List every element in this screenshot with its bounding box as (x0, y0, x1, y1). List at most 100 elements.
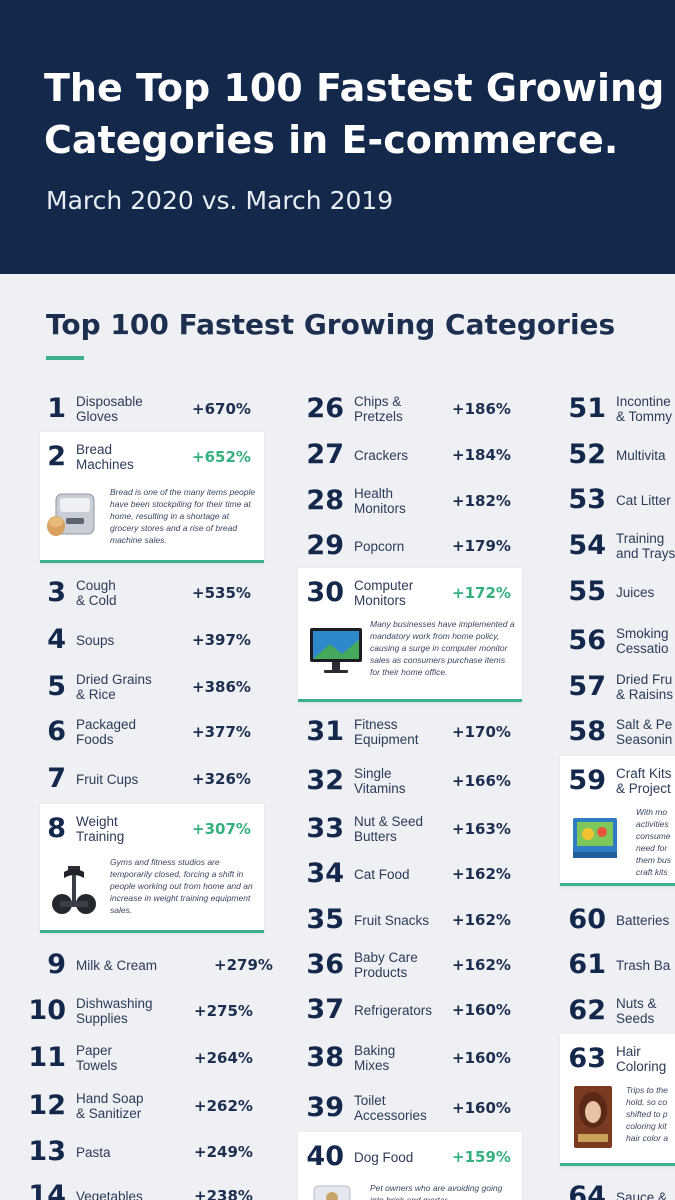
rank-number: 58 (568, 716, 606, 747)
list-item: 35 Fruit Snacks +162% (298, 901, 518, 939)
page-subtitle: March 2020 vs. March 2019 (46, 186, 394, 215)
rank-number: 61 (568, 949, 606, 980)
rank-number: 52 (568, 439, 606, 470)
list-item: 55 Juices (560, 573, 675, 611)
category-name: Baby Care Products (354, 950, 418, 980)
category-name: Cough & Cold (76, 578, 117, 608)
growth-percent: +159% (452, 1148, 511, 1166)
category-name: Fruit Snacks (354, 912, 430, 928)
category-name: Bread Machines (76, 442, 134, 472)
growth-percent: +264% (194, 1049, 253, 1067)
list-item: 5 Dried Grains & Rice +386% (20, 668, 260, 706)
category-name: Weight Training (76, 814, 125, 844)
rank-number: 59 (568, 765, 606, 796)
list-item: 3 Cough & Cold +535% (20, 574, 260, 612)
rank-number: 60 (568, 904, 606, 935)
rank-number: 6 (47, 716, 66, 747)
highlight-card: 63 Hair Coloring Trips to the hold, so c… (560, 1034, 675, 1166)
list-item: 62 Nuts & Seeds (560, 992, 675, 1030)
computer-monitor-image (310, 628, 362, 673)
growth-percent: +275% (194, 1002, 253, 1020)
rank-number: 38 (306, 1042, 344, 1073)
rank-number: 62 (568, 995, 606, 1026)
card-description: With mo activities consume need for them… (636, 807, 671, 877)
list-item: 63 Hair Coloring (560, 1040, 675, 1078)
category-name: Soups (76, 632, 115, 648)
category-name: Chips & Pretzels (354, 394, 403, 424)
category-name: Hair Coloring (616, 1044, 667, 1074)
growth-percent: +326% (192, 770, 251, 788)
category-name: Milk & Cream (76, 957, 158, 973)
dog-food-image (313, 1185, 351, 1200)
growth-percent: +182% (452, 492, 511, 510)
category-name: Multivita (616, 447, 666, 463)
rank-number: 32 (306, 765, 344, 796)
growth-percent: +279% (214, 956, 273, 974)
list-item: 31 Fitness Equipment +170% (298, 713, 518, 751)
list-item: 27 Crackers +184% (298, 436, 518, 474)
rank-number: 57 (568, 671, 606, 702)
growth-percent: +166% (452, 772, 511, 790)
category-name: Training and Trays (616, 531, 675, 561)
hair-color-box-image (574, 1086, 612, 1148)
highlight-card: 59 Craft Kits & Project With mo activiti… (560, 756, 675, 886)
section-title: Top 100 Fastest Growing Categories (46, 308, 616, 341)
growth-percent: +535% (192, 584, 251, 602)
rank-number: 3 (47, 577, 66, 608)
category-name: Fitness Equipment (354, 717, 419, 747)
growth-percent: +170% (452, 723, 511, 741)
rank-number: 1 (47, 393, 66, 424)
category-name: Smoking Cessatio (616, 626, 669, 656)
rank-number: 2 (47, 441, 66, 472)
category-name: Dried Fru & Raisins (616, 672, 674, 702)
highlight-card: 8 Weight Training +307% Gyms and fitness… (40, 804, 264, 933)
list-item: 14 Vegetables +238% (20, 1177, 260, 1200)
list-item: 61 Trash Ba (560, 946, 675, 984)
rank-number: 51 (568, 393, 606, 424)
growth-percent: +249% (194, 1143, 253, 1161)
rank-number: 37 (306, 994, 344, 1025)
category-name: Hand Soap & Sanitizer (76, 1091, 144, 1121)
category-name: Crackers (354, 447, 409, 463)
growth-percent: +160% (452, 1001, 511, 1019)
growth-percent: +160% (452, 1049, 511, 1067)
list-item: 60 Batteries (560, 901, 675, 939)
list-item: 36 Baby Care Products +162% (298, 946, 518, 984)
list-item: 29 Popcorn +179% (298, 527, 518, 565)
list-item: 39 Toilet Accessories +160% (298, 1089, 518, 1127)
card-description: Bread is one of the many items people ha… (110, 487, 256, 545)
rank-number: 63 (568, 1043, 606, 1074)
list-item: 6 Packaged Foods +377% (20, 713, 260, 751)
category-name: Disposable Gloves (76, 394, 143, 424)
card-description: Gyms and fitness studios are temporarily… (110, 857, 253, 915)
rank-number: 27 (306, 439, 344, 470)
category-name: Craft Kits & Project (616, 766, 672, 796)
growth-percent: +184% (452, 446, 511, 464)
growth-percent: +163% (452, 820, 511, 838)
list-item: 52 Multivita (560, 436, 675, 474)
rank-number: 39 (306, 1092, 344, 1123)
rank-number: 9 (47, 949, 66, 980)
highlight-card: 30 Computer Monitors +172% Many business… (298, 568, 522, 702)
list-item: 28 Health Monitors +182% (298, 482, 518, 520)
category-name: Packaged Foods (76, 717, 137, 747)
growth-percent: +652% (192, 448, 251, 466)
list-item: 51 Incontine & Tommy (560, 390, 675, 428)
list-item: 11 Paper Towels +264% (20, 1039, 260, 1077)
list-item: 53 Cat Litter (560, 481, 675, 519)
growth-percent: +172% (452, 584, 511, 602)
card-description: Pet owners who are avoiding going into b… (370, 1183, 503, 1200)
category-name: Baking Mixes (354, 1043, 396, 1073)
category-name: Pasta (76, 1144, 111, 1160)
list-item: 1 Disposable Gloves +670% (20, 390, 260, 428)
bread-machine-image (47, 493, 95, 536)
rank-number: 30 (306, 577, 344, 608)
rank-number: 64 (568, 1181, 606, 1200)
category-name: Vegetables (76, 1188, 143, 1200)
page-title-line2: Categories in E-commerce. (44, 118, 619, 162)
category-name: Nut & Seed Butters (354, 814, 424, 844)
category-name: Cat Litter (616, 492, 671, 508)
list-item: 37 Refrigerators +160% (298, 991, 518, 1029)
category-name: Dried Grains & Rice (76, 672, 152, 702)
category-name: Dog Food (354, 1149, 414, 1165)
